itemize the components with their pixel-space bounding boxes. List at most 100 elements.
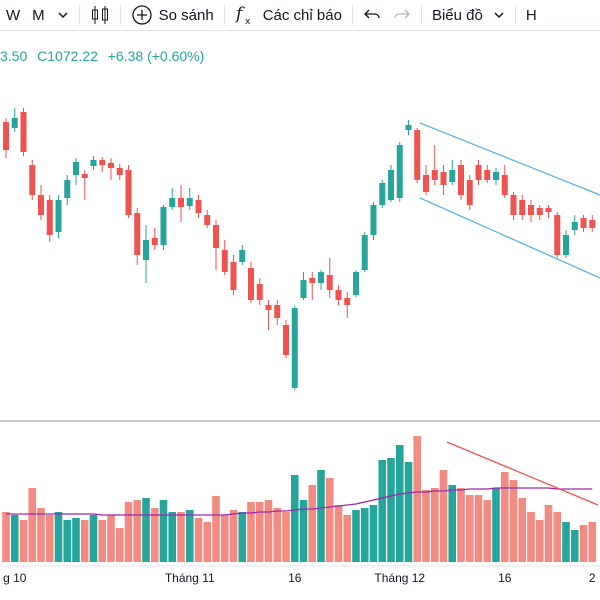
volume-bar <box>220 515 229 562</box>
x-tick-label: 16 <box>288 571 302 585</box>
volume-bar <box>142 498 150 562</box>
volume-bar <box>588 522 597 562</box>
volume-bar <box>194 518 203 562</box>
candle-body <box>283 325 289 355</box>
volume-bar <box>115 528 124 562</box>
volume-bar <box>457 488 465 562</box>
candle-body <box>466 180 473 205</box>
volume-bar <box>439 470 448 562</box>
candle-body <box>431 170 438 180</box>
volume-bar <box>352 510 360 562</box>
candle-body <box>563 235 569 255</box>
candle-body <box>449 170 456 182</box>
chart-menu[interactable]: Biểu đồ <box>426 0 511 30</box>
candle-body <box>379 183 386 205</box>
volume-bar <box>212 496 220 562</box>
indicators-button[interactable]: f x Các chỉ báo <box>229 0 348 30</box>
candle-body <box>116 168 123 175</box>
candle-body <box>589 220 596 228</box>
interval-week[interactable]: W <box>6 6 21 24</box>
volume-bar <box>395 445 404 562</box>
volume-bar <box>299 500 308 562</box>
candle-body <box>81 174 88 178</box>
compare-button[interactable]: So sánh <box>125 0 220 30</box>
candle-body <box>46 200 53 235</box>
candle-body <box>73 162 79 175</box>
candle-body <box>178 198 184 207</box>
volume-bar <box>334 505 343 562</box>
candle-body <box>134 213 141 255</box>
candle-body <box>143 240 149 260</box>
volume-bar <box>45 515 54 562</box>
interval-month[interactable]: M <box>32 6 45 24</box>
volume-bar <box>80 520 89 562</box>
volume-bar <box>168 512 177 562</box>
volume-bar <box>159 500 168 562</box>
volume-bar <box>2 512 10 562</box>
channel-lower <box>419 197 600 279</box>
volume-bar <box>238 512 247 562</box>
volume-bar <box>448 485 457 562</box>
candle-body <box>519 200 526 215</box>
volume-bar <box>72 518 80 562</box>
candle-body <box>291 308 298 388</box>
candle-body <box>3 122 9 150</box>
separator <box>351 5 353 25</box>
volume-bar <box>185 510 194 562</box>
x-tick-label: g 10 <box>3 571 27 585</box>
open-partial: 3.50 <box>0 48 28 64</box>
volume-bar <box>500 472 509 562</box>
separator <box>420 5 422 25</box>
volume-bar <box>422 490 430 562</box>
candle-body <box>64 180 71 198</box>
x-tick-label: 16 <box>498 571 512 585</box>
close-value: C1072.22 <box>37 48 98 64</box>
volume-bar <box>308 485 317 562</box>
volume-bar <box>413 436 422 562</box>
compare-label: So sánh <box>158 6 214 24</box>
x-tick-label: 2 <box>589 571 596 585</box>
candle-body <box>396 145 403 198</box>
channel-upper <box>419 122 600 196</box>
volume-bar <box>290 475 299 562</box>
volume-bar <box>579 525 588 562</box>
volume-bar <box>10 515 19 562</box>
volume-bar <box>465 495 474 562</box>
volume-bar <box>54 512 63 562</box>
candle-body <box>545 208 552 212</box>
more-menu[interactable]: H <box>525 6 537 24</box>
candle-body <box>554 215 561 255</box>
volume-bar <box>247 502 255 562</box>
separator <box>223 5 225 25</box>
redo-button[interactable] <box>387 0 417 30</box>
candle-body <box>309 278 316 283</box>
candle-body <box>501 175 508 195</box>
svg-text:f: f <box>235 4 245 24</box>
candle-body <box>108 163 114 168</box>
volume-bar <box>492 488 500 562</box>
volume-bar <box>19 520 28 562</box>
candle-body <box>370 205 377 235</box>
candle-body <box>29 165 36 195</box>
undo-button[interactable] <box>357 0 387 30</box>
candle-body <box>221 250 228 272</box>
separator <box>78 5 80 25</box>
volume-bar <box>360 508 369 562</box>
volume-bar <box>282 512 290 562</box>
candle-body <box>326 275 333 290</box>
volume-bar <box>89 515 98 562</box>
candle-body <box>388 170 394 200</box>
volume-bar <box>203 522 212 562</box>
candle-body <box>405 125 412 130</box>
volume-bar <box>404 462 413 562</box>
chart-type-button[interactable] <box>84 0 116 30</box>
candle-body <box>414 130 421 180</box>
candle-body <box>571 222 578 230</box>
interval-dropdown[interactable] <box>51 0 75 30</box>
volume-bar <box>387 458 395 562</box>
candle-body <box>493 172 499 180</box>
candle-body <box>265 305 272 310</box>
volume-bar <box>63 520 72 562</box>
candle-body <box>99 160 106 165</box>
